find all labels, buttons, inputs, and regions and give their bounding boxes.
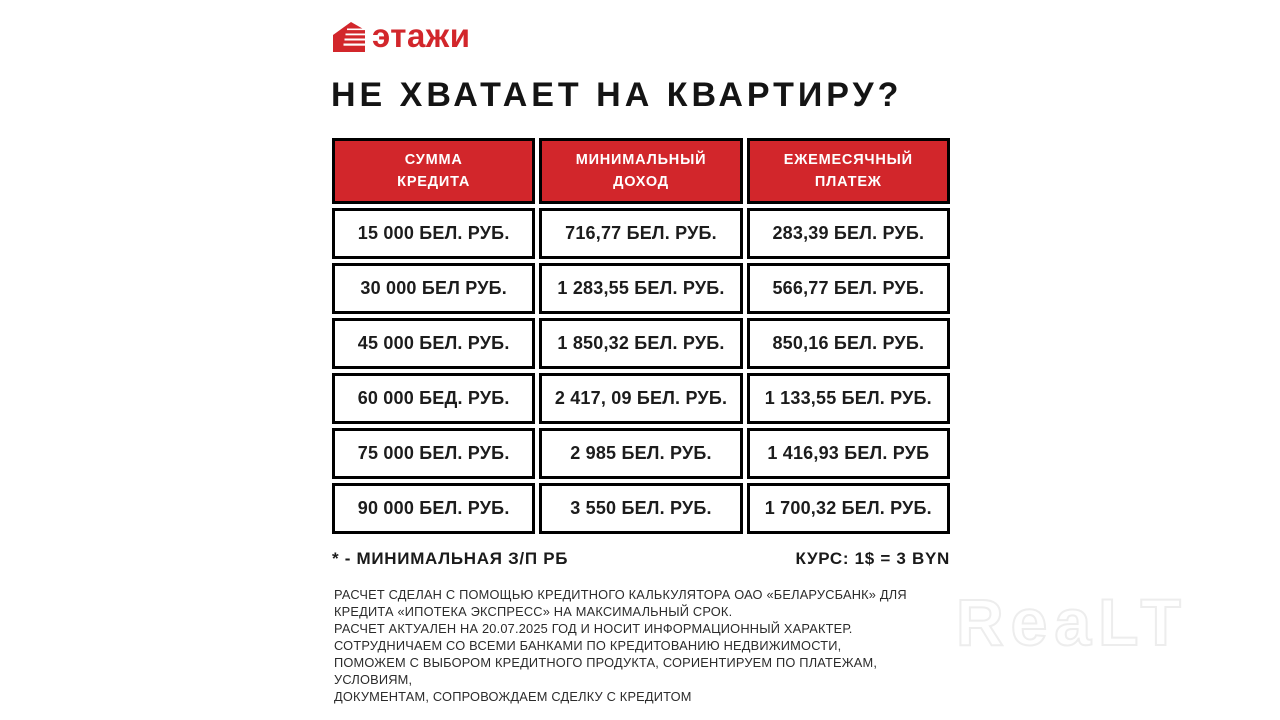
disclaimer-line: КРЕДИТА «ИПОТЕКА ЭКСПРЕСС» НА МАКСИМАЛЬН… [334,604,733,619]
table-data-cell: 1 850,32 БЕЛ. РУБ. [539,318,743,369]
footnote-minimal-salary: * - МИНИМАЛЬНАЯ З/П РБ [332,549,569,568]
brand-logo: этажи [333,19,471,55]
disclaimer-line: РАСЧЕТ АКТУАЛЕН НА 20.07.2025 ГОД И НОСИ… [334,621,853,636]
table-header-cell: СУММА КРЕДИТА [332,138,536,204]
table-data-cell: 1 133,55 БЕЛ. РУБ. [746,373,950,424]
table-data-cell: 566,77 БЕЛ. РУБ. [746,263,950,314]
table-data-cell: 3 550 БЕЛ. РУБ. [539,483,743,534]
disclaimer-block: РАСЧЕТ СДЕЛАН С ПОМОЩЬЮ КРЕДИТНОГО КАЛЬК… [334,586,984,705]
table-data-cell: 850,16 БЕЛ. РУБ. [746,318,950,369]
table-data-cell: 1 283,55 БЕЛ. РУБ. [539,263,743,314]
disclaimer-line: ДОКУМЕНТАМ, СОПРОВОЖДАЕМ СДЕЛКУ С КРЕДИТ… [334,689,692,704]
table-data-cell: 2 417, 09 БЕЛ. РУБ. [539,373,743,424]
brand-name: этажи [372,17,471,54]
disclaimer-line: РАСЧЕТ СДЕЛАН С ПОМОЩЬЮ КРЕДИТНОГО КАЛЬК… [334,587,907,602]
realt-watermark: ReaLT [955,584,1188,660]
table-data-cell: 716,77 БЕЛ. РУБ. [539,208,743,259]
table-data-cell: 30 000 БЕЛ РУБ. [332,263,536,314]
disclaimer-line: ПОМОЖЕМ С ВЫБОРОМ КРЕДИТНОГО ПРОДУКТА, С… [334,655,878,670]
page-title: НЕ ХВАТАЕТ НА КВАРТИРУ? [331,76,903,114]
table-header-cell: ЕЖЕМЕСЯЧНЫЙ ПЛАТЕЖ [746,138,950,204]
building-floors-icon [333,22,365,52]
table-data-cell: 283,39 БЕЛ. РУБ. [746,208,950,259]
table-header-cell: МИНИМАЛЬНЫЙ ДОХОД [539,138,743,204]
table-data-cell: 45 000 БЕЛ. РУБ. [332,318,536,369]
table-data-cell: 60 000 БЕД. РУБ. [332,373,536,424]
table-data-cell: 75 000 БЕЛ. РУБ. [332,428,536,479]
table-data-cell: 1 416,93 БЕЛ. РУБ [746,428,950,479]
credit-table: СУММА КРЕДИТА МИНИМАЛЬНЫЙ ДОХОД ЕЖЕМЕСЯЧНЫ… [332,138,950,534]
disclaimer-line: УСЛОВИЯМ, [334,672,413,687]
footnote-row: * - МИНИМАЛЬНАЯ З/П РБ КУРС: 1$ = 3 BYN [332,549,950,569]
table-data-cell: 2 985 БЕЛ. РУБ. [539,428,743,479]
table-data-cell: 1 700,32 БЕЛ. РУБ. [746,483,950,534]
table-data-cell: 15 000 БЕЛ. РУБ. [332,208,536,259]
disclaimer-line: СОТРУДНИЧАЕМ СО ВСЕМИ БАНКАМИ ПО КРЕДИТО… [334,638,842,653]
table-data-cell: 90 000 БЕЛ. РУБ. [332,483,536,534]
exchange-rate-note: КУРС: 1$ = 3 BYN [795,549,950,568]
